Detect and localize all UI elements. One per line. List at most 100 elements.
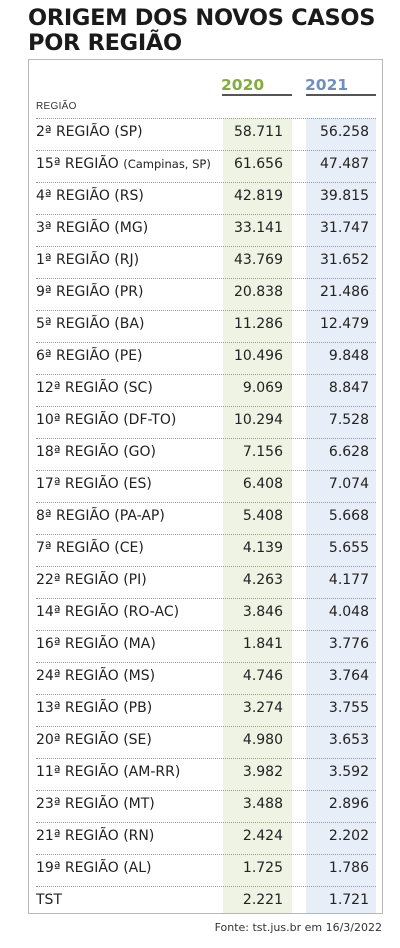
region-name: 1ª REGIÃO (RJ)	[36, 252, 140, 268]
value-2020: 5.408	[242, 508, 283, 524]
region-label: 14ª REGIÃO (RO-AC)	[36, 604, 179, 620]
value-2021: 3.764	[328, 668, 369, 684]
table-row: 11ª REGIÃO (AM-RR) 3.982 3.592	[36, 758, 376, 790]
value-2021: 2.896	[328, 796, 369, 812]
value-2021: 5.668	[328, 508, 369, 524]
value-2020: 9.069	[242, 380, 283, 396]
region-label: 20ª REGIÃO (SE)	[36, 732, 152, 748]
region-name: 14ª REGIÃO (RO-AC)	[36, 604, 180, 620]
region-label: 23ª REGIÃO (MT)	[36, 796, 155, 812]
region-column-header: REGIÃO	[36, 101, 77, 112]
table-row: 4ª REGIÃO (RS) 42.819 39.815	[36, 182, 376, 214]
region-subname: (Campinas, SP)	[123, 157, 211, 171]
value-2020: 6.408	[242, 476, 283, 492]
value-2020: 10.496	[234, 348, 283, 364]
value-2021: 31.652	[320, 252, 369, 268]
region-name: 9ª REGIÃO (PR)	[36, 284, 144, 300]
value-2020: 58.711	[234, 124, 283, 140]
value-2020: 3.274	[242, 700, 283, 716]
region-name: 11ª REGIÃO (AM-RR)	[36, 764, 181, 780]
table-row: 8ª REGIÃO (PA-AP) 5.408 5.668	[36, 502, 376, 534]
value-2021: 2.202	[328, 828, 369, 844]
table-row: 3ª REGIÃO (MG) 33.141 31.747	[36, 214, 376, 246]
value-2021: 8.847	[328, 380, 369, 396]
table-row: 9ª REGIÃO (PR) 20.838 21.486	[36, 278, 376, 310]
region-name: 19ª REGIÃO (AL)	[36, 860, 152, 876]
table-row: 13ª REGIÃO (PB) 3.274 3.755	[36, 694, 376, 726]
value-2021: 3.776	[328, 636, 369, 652]
region-name: 10ª REGIÃO (DF-TO)	[36, 412, 177, 428]
region-name: 12ª REGIÃO (SC)	[36, 380, 153, 396]
title-line-1: ORIGEM DOS NOVOS CASOS	[28, 5, 376, 31]
region-name: 3ª REGIÃO (MG)	[36, 220, 149, 236]
region-label: 11ª REGIÃO (AM-RR)	[36, 764, 180, 780]
table-row: 10ª REGIÃO (DF-TO) 10.294 7.528	[36, 406, 376, 438]
source-note: Fonte: tst.jus.br em 16/3/2022	[214, 921, 382, 934]
region-label: 16ª REGIÃO (MA)	[36, 636, 156, 652]
value-2020: 43.769	[234, 252, 283, 268]
region-name: 5ª REGIÃO (BA)	[36, 316, 145, 332]
table-row: TST 2.221 1.721	[36, 886, 376, 918]
value-2021: 7.074	[328, 476, 369, 492]
region-label: 22ª REGIÃO (PI)	[36, 572, 147, 588]
value-2020: 7.156	[242, 444, 283, 460]
region-label: 17ª REGIÃO (ES)	[36, 476, 152, 492]
region-label: 6ª REGIÃO (PE)	[36, 348, 143, 364]
value-2021: 3.755	[328, 700, 369, 716]
value-2021: 56.258	[320, 124, 369, 140]
value-2021: 1.721	[328, 892, 369, 908]
table-row: 23ª REGIÃO (MT) 3.488 2.896	[36, 790, 376, 822]
region-label: 10ª REGIÃO (DF-TO)	[36, 412, 176, 428]
region-label: 18ª REGIÃO (GO)	[36, 444, 156, 460]
year-header-2020: 2020	[221, 76, 265, 94]
value-2021: 7.528	[328, 412, 369, 428]
table-row: 15ª REGIÃO (Campinas, SP) 61.656 47.487	[36, 150, 376, 182]
region-name: 18ª REGIÃO (GO)	[36, 444, 157, 460]
table-row: 24ª REGIÃO (MS) 4.746 3.764	[36, 662, 376, 694]
value-2021: 4.177	[328, 572, 369, 588]
region-name: 20ª REGIÃO (SE)	[36, 732, 152, 748]
value-2020: 42.819	[234, 188, 283, 204]
column-band-2020	[223, 118, 292, 913]
value-2020: 4.980	[242, 732, 283, 748]
region-label: 12ª REGIÃO (SC)	[36, 380, 153, 396]
region-label: 9ª REGIÃO (PR)	[36, 284, 143, 300]
value-2020: 33.141	[234, 220, 283, 236]
region-label: 3ª REGIÃO (MG)	[36, 220, 148, 236]
table-row: 7ª REGIÃO (CE) 4.139 5.655	[36, 534, 376, 566]
value-2020: 4.139	[242, 540, 283, 556]
year-header-2021: 2021	[305, 76, 349, 94]
region-name: 17ª REGIÃO (ES)	[36, 476, 152, 492]
value-2020: 1.841	[242, 636, 283, 652]
region-label: 7ª REGIÃO (CE)	[36, 540, 144, 556]
value-2020: 20.838	[234, 284, 283, 300]
table-row: 6ª REGIÃO (PE) 10.496 9.848	[36, 342, 376, 374]
region-name: 15ª REGIÃO	[36, 156, 124, 172]
value-2021: 5.655	[328, 540, 369, 556]
table-row: 17ª REGIÃO (ES) 6.408 7.074	[36, 470, 376, 502]
region-name: 8ª REGIÃO (PA-AP)	[36, 508, 165, 524]
value-2021: 4.048	[328, 604, 369, 620]
table-row: 16ª REGIÃO (MA) 1.841 3.776	[36, 630, 376, 662]
value-2021: 12.479	[320, 316, 369, 332]
region-name: 2ª REGIÃO (SP)	[36, 124, 143, 140]
table-row: 19ª REGIÃO (AL) 1.725 1.786	[36, 854, 376, 886]
value-2020: 2.221	[242, 892, 283, 908]
region-label: 24ª REGIÃO (MS)	[36, 668, 155, 684]
region-name: 4ª REGIÃO (RS)	[36, 188, 144, 204]
title-line-2: POR REGIÃO	[28, 30, 182, 56]
table-row: 5ª REGIÃO (BA) 11.286 12.479	[36, 310, 376, 342]
value-2020: 3.846	[242, 604, 283, 620]
region-label: 2ª REGIÃO (SP)	[36, 124, 143, 140]
value-2020: 11.286	[234, 316, 283, 332]
table-row: 18ª REGIÃO (GO) 7.156 6.628	[36, 438, 376, 470]
region-name: 7ª REGIÃO (CE)	[36, 540, 144, 556]
region-label: 21ª REGIÃO (RN)	[36, 828, 154, 844]
value-2021: 6.628	[328, 444, 369, 460]
value-2020: 3.488	[242, 796, 283, 812]
table-row: 21ª REGIÃO (RN) 2.424 2.202	[36, 822, 376, 854]
table-row: 22ª REGIÃO (PI) 4.263 4.177	[36, 566, 376, 598]
value-2020: 1.725	[242, 860, 283, 876]
region-label: TST	[36, 892, 62, 908]
region-label: 4ª REGIÃO (RS)	[36, 188, 144, 204]
